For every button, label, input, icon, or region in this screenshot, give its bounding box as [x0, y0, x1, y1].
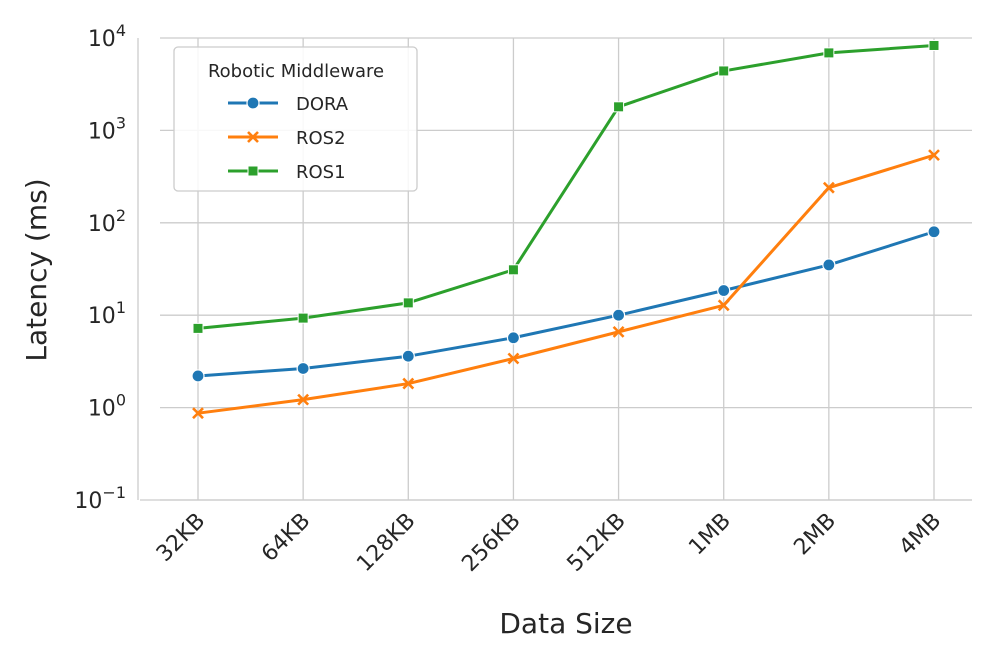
data-point-ros1: [823, 47, 835, 59]
y-tick-label: 100: [88, 391, 126, 422]
data-point-dora: [611, 308, 626, 322]
data-point-ros2: [717, 299, 730, 312]
y-tick-label: 104: [88, 21, 126, 52]
data-point-ros2: [192, 407, 204, 420]
series-line-dora: [196, 230, 936, 378]
axes: [137, 38, 972, 501]
y-tick-label: 10−1: [74, 483, 126, 514]
x-tick-label: 256KB: [457, 509, 525, 577]
series-lines: [191, 39, 941, 420]
series-line-ros2: [196, 153, 936, 415]
series-line-ros1: [196, 43, 936, 330]
data-point-ros2: [928, 149, 940, 162]
y-tick-label: 103: [88, 113, 126, 144]
legend-label-ros1: ROS1: [296, 162, 346, 183]
x-tick-label: 2MB: [789, 509, 841, 561]
legend-marker-ros1: [247, 165, 259, 177]
data-point-dora: [296, 361, 310, 376]
legend-title: Robotic Middleware: [208, 61, 384, 82]
x-tick-label: 1MB: [684, 509, 736, 561]
y-tick-label: 101: [88, 298, 126, 329]
x-tick-label: 512KB: [563, 509, 631, 577]
x-tick-label: 4MB: [895, 509, 947, 561]
data-point-dora: [927, 225, 941, 239]
data-point-ros2: [402, 377, 415, 390]
legend-entry-ros1: ROS1: [228, 162, 346, 183]
data-point-dora: [506, 331, 521, 345]
legend-marker-dora: [246, 96, 260, 110]
legend-label-dora: DORA: [296, 94, 349, 115]
data-point-dora: [401, 349, 415, 363]
x-tick-label: 32KB: [152, 509, 210, 567]
data-point-ros1: [192, 322, 204, 334]
data-point-ros1: [718, 65, 730, 77]
legend-box: [173, 46, 418, 192]
legend-label-ros2: ROS2: [296, 128, 346, 149]
legend-entry-ros2: ROS2: [228, 128, 346, 149]
x-tick-label: 64KB: [257, 509, 315, 567]
data-point-ros1: [928, 39, 940, 51]
legend-entry-dora: DORA: [228, 94, 349, 115]
x-tick-label: 128KB: [352, 509, 420, 577]
data-point-ros2: [612, 325, 625, 338]
data-point-ros2: [297, 393, 310, 406]
data-point-dora: [717, 283, 731, 298]
data-point-ros2: [507, 352, 520, 365]
legend-marker-ros2: [247, 131, 259, 143]
data-point-ros1: [402, 297, 414, 309]
data-point-dora: [822, 258, 836, 272]
y-tick-label: 102: [88, 206, 126, 237]
data-point-ros1: [613, 101, 625, 113]
x-axis-title: Data Size: [499, 607, 632, 640]
data-point-ros2: [822, 181, 835, 194]
data-point-dora: [191, 369, 205, 383]
y-axis-title: Latency (ms): [20, 178, 53, 361]
data-point-ros1: [297, 312, 309, 324]
legend: Robotic Middleware DORA ROS2 ROS1: [173, 46, 418, 192]
data-point-ros1: [507, 264, 519, 276]
